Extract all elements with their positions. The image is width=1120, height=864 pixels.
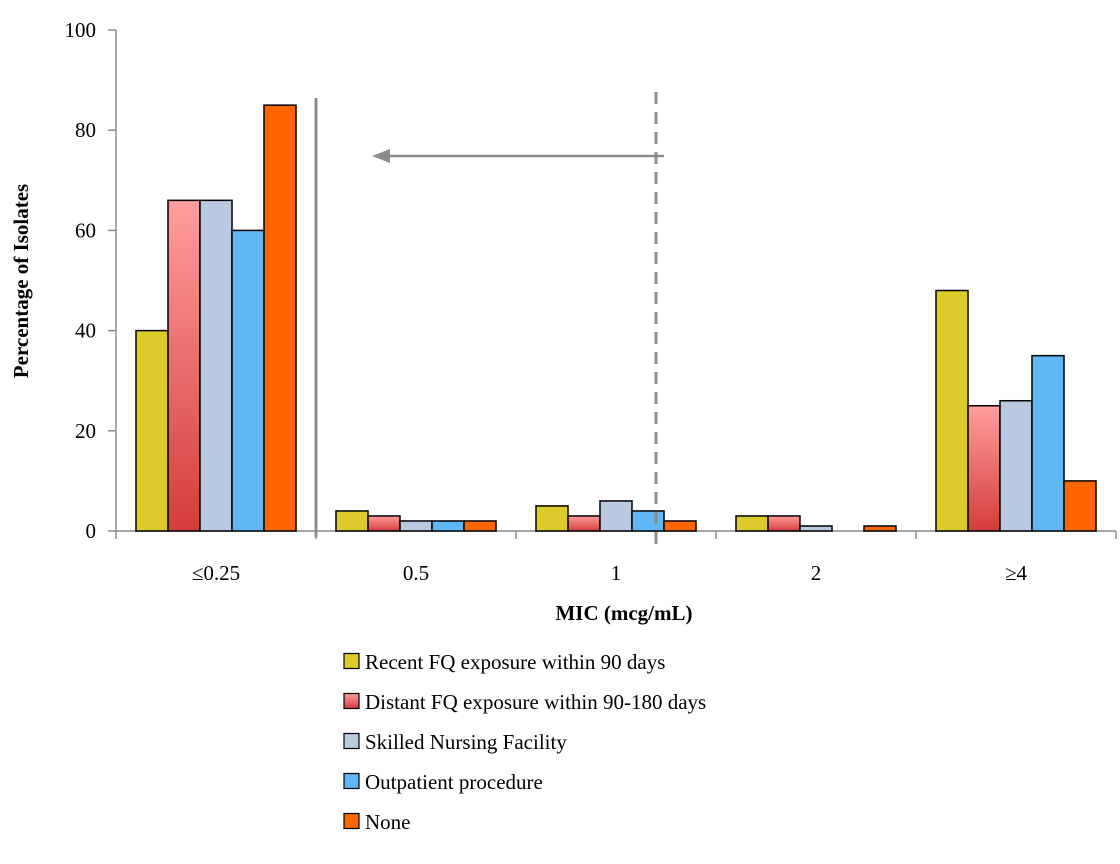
legend-label: Distant FQ exposure within 90-180 days: [365, 690, 706, 714]
x-tick-label: 0.5: [403, 561, 429, 585]
x-axis: ≤0.25 0.5 1 2 ≥4: [115, 530, 1117, 585]
annotations: [314, 92, 664, 549]
bar: [735, 515, 769, 532]
bar: [663, 520, 697, 532]
legend-label: None: [365, 810, 411, 834]
bar: [599, 500, 633, 532]
bar: [367, 515, 401, 532]
x-tick-label: ≤0.25: [192, 561, 240, 585]
bar: [935, 289, 969, 532]
bar: [631, 510, 665, 532]
bar: [999, 399, 1033, 532]
bar: [567, 515, 601, 532]
y-tick-label: 100: [65, 18, 97, 42]
bar: [399, 520, 433, 532]
bar: [463, 520, 497, 532]
bar: [535, 505, 569, 532]
bar: [431, 520, 465, 532]
bars: [135, 104, 1097, 532]
y-tick-label: 60: [75, 218, 96, 242]
x-tick-label: 2: [811, 561, 822, 585]
bar: [1031, 354, 1065, 532]
y-tick-label: 80: [75, 118, 96, 142]
bar: [1063, 480, 1097, 532]
legend-swatch: [343, 692, 360, 710]
bar: [263, 104, 297, 532]
bar: [799, 525, 833, 532]
bar: [335, 510, 369, 532]
bar: [767, 515, 801, 532]
bar: [967, 405, 1001, 532]
legend-swatch: [343, 732, 360, 750]
y-axis: 0 20 40 60 80 100: [65, 18, 117, 543]
legend-swatch: [343, 652, 360, 670]
legend-label: Outpatient procedure: [365, 770, 543, 794]
legend-label: Recent FQ exposure within 90 days: [365, 650, 665, 674]
legend-swatch: [343, 812, 360, 830]
x-tick-label: ≥4: [1005, 561, 1028, 585]
bar: [863, 525, 897, 532]
legend-swatch: [343, 772, 360, 790]
y-tick-label: 0: [86, 519, 97, 543]
y-tick-label: 40: [75, 319, 96, 343]
bar: [135, 329, 169, 532]
bar: [199, 199, 233, 532]
y-tick-label: 20: [75, 419, 96, 443]
legend-label: Skilled Nursing Facility: [365, 730, 567, 754]
arrow-head: [372, 149, 390, 163]
bar: [231, 229, 265, 532]
legend: Recent FQ exposure within 90 days Distant…: [343, 650, 706, 834]
x-tick-label: 1: [611, 561, 622, 585]
x-axis-title: MIC (mcg/mL): [555, 601, 692, 625]
bar: [167, 199, 201, 532]
y-axis-title: Percentage of Isolates: [9, 184, 33, 378]
